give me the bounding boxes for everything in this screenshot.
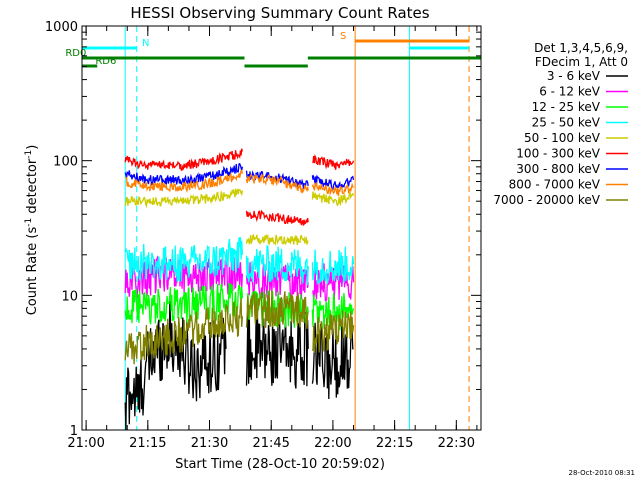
y-axis-label-end: ) — [25, 145, 40, 150]
series-line — [312, 154, 355, 170]
legend: Det 1,3,4,5,6,9, FDecim 1, Att 0 3 - 6 k… — [493, 41, 628, 207]
legend-entry-label: 800 - 7000 keV — [509, 178, 601, 192]
x-tick-label: 21:15 — [129, 436, 166, 451]
x-tick-label: 21:45 — [252, 436, 289, 451]
y-tick-label: 100 — [53, 155, 78, 170]
plot-frame — [81, 25, 482, 431]
legend-header-line-1: Det 1,3,4,5,6,9, — [534, 41, 628, 55]
series-line — [124, 169, 244, 194]
y-tick-label: 1 — [70, 424, 78, 439]
series-line — [124, 162, 244, 186]
x-tick-label: 22:00 — [314, 436, 351, 451]
y-axis-label-sup2: -1 — [24, 150, 34, 159]
y-axis-ticks: 1 10 100 1000 — [45, 20, 481, 439]
flag-label: S — [340, 31, 346, 42]
y-axis-label: Count Rate (s-1 detector-1) — [24, 145, 40, 316]
series-line — [124, 298, 244, 365]
legend-entry-label: 100 - 300 keV — [516, 147, 600, 161]
y-axis-label-sup: -1 — [24, 218, 34, 227]
series-line — [245, 290, 309, 329]
series-line — [124, 188, 244, 209]
footer-timestamp: 28-Oct-2010 08:31 — [569, 469, 635, 477]
x-tick-label: 22:15 — [376, 436, 413, 451]
legend-header-line-2: FDecim 1, Att 0 — [535, 55, 628, 69]
series-line — [311, 191, 355, 207]
legend-entry-label: 3 - 6 keV — [547, 69, 601, 83]
flag-label: RD6 — [95, 56, 116, 67]
series-line — [124, 255, 244, 299]
y-axis-label-mid: detector — [25, 158, 40, 218]
y-tick-label: 1000 — [45, 20, 78, 35]
y-tick-label: 10 — [61, 289, 78, 304]
series-line — [245, 233, 309, 246]
flag-label: N — [142, 38, 149, 49]
series-line — [245, 311, 309, 389]
legend-entry-label: 300 - 800 keV — [516, 162, 600, 176]
legend-entry-label: 7000 - 20000 keV — [493, 193, 600, 207]
legend-entry-label: 12 - 25 keV — [532, 100, 601, 114]
legend-entry-label: 6 - 12 keV — [539, 85, 601, 99]
x-tick-label: 21:00 — [67, 436, 104, 451]
series-line — [311, 182, 354, 197]
series-line — [245, 209, 309, 226]
series-line — [124, 237, 244, 283]
series-lines — [124, 148, 355, 431]
x-tick-label: 21:30 — [191, 436, 228, 451]
series-line — [124, 283, 244, 325]
y-axis-label-main: Count Rate (s — [25, 227, 40, 316]
series-line — [124, 148, 244, 171]
series-line — [245, 172, 309, 195]
series-line — [311, 246, 355, 285]
x-axis-ticks: 21:00 21:15 21:30 21:45 22:00 22:15 22:30 — [67, 26, 478, 451]
series-line — [311, 310, 355, 353]
chart-title: HESSI Observing Summary Count Rates — [130, 4, 429, 22]
series-line — [245, 245, 309, 285]
series-line — [311, 174, 355, 191]
legend-entry-label: 25 - 50 keV — [532, 116, 601, 130]
x-tick-label: 22:30 — [438, 436, 475, 451]
flag-label: RD0 — [65, 48, 86, 59]
legend-entry-label: 50 - 100 keV — [524, 131, 601, 145]
x-axis-label: Start Time (28-Oct-10 20:59:02) — [175, 457, 385, 472]
flag-bars: N S RD0 RD6 — [65, 31, 481, 68]
series-line — [124, 300, 227, 431]
